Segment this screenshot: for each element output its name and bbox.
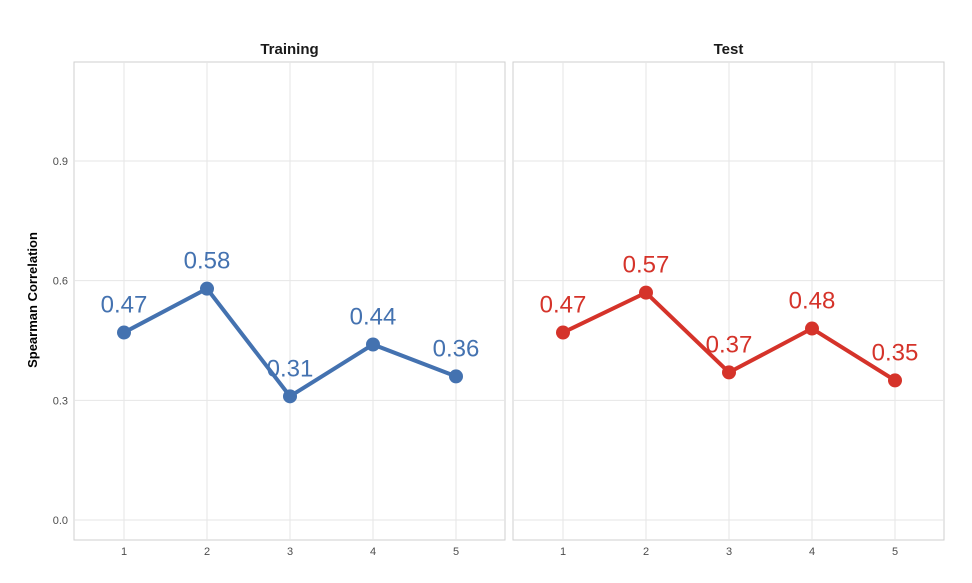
data-point	[117, 325, 131, 340]
panel-training: 1 2 3 4 5 Training 0.47 0.58 0.31 0.44 0.36	[73, 41, 506, 558]
data-label: 0.58	[184, 248, 231, 275]
data-label: 0.35	[872, 339, 919, 366]
data-point	[722, 365, 736, 380]
data-label: 0.36	[433, 335, 480, 362]
x-tick-label: 2	[204, 546, 210, 558]
data-label: 0.47	[540, 292, 587, 319]
data-point	[888, 373, 902, 388]
data-label: 0.48	[789, 288, 836, 315]
data-point	[556, 325, 570, 340]
data-point	[639, 285, 653, 300]
panel-title: Test	[714, 41, 744, 58]
data-label: 0.47	[101, 292, 148, 319]
data-point	[366, 337, 380, 352]
x-tick-label: 5	[453, 546, 459, 558]
x-tick-label: 1	[121, 546, 127, 558]
y-tick-label: 0.0	[53, 515, 68, 527]
x-tick-label: 4	[809, 546, 815, 558]
data-label: 0.31	[267, 355, 314, 382]
y-axis-title: Spearman Correlation	[25, 232, 40, 368]
x-tick-label: 2	[643, 546, 649, 558]
x-tick-label: 3	[726, 546, 732, 558]
y-tick-label: 0.3	[53, 395, 68, 407]
panel-test: 1 2 3 4 5 Test 0.47 0.57 0.37 0.48 0.35	[512, 41, 945, 558]
y-tick-label: 0.6	[53, 276, 68, 288]
data-label: 0.57	[623, 252, 670, 279]
data-point	[200, 281, 214, 296]
panel-title: Training	[260, 41, 318, 58]
x-tick-label: 5	[892, 546, 898, 558]
x-tick-label: 3	[287, 546, 293, 558]
data-point	[805, 321, 819, 336]
data-point	[283, 389, 297, 404]
data-label: 0.37	[706, 331, 753, 358]
y-tick-label: 0.9	[53, 156, 68, 168]
x-tick-label: 1	[560, 546, 566, 558]
x-tick-label: 4	[370, 546, 376, 558]
data-point	[449, 369, 463, 384]
data-label: 0.44	[350, 303, 397, 330]
